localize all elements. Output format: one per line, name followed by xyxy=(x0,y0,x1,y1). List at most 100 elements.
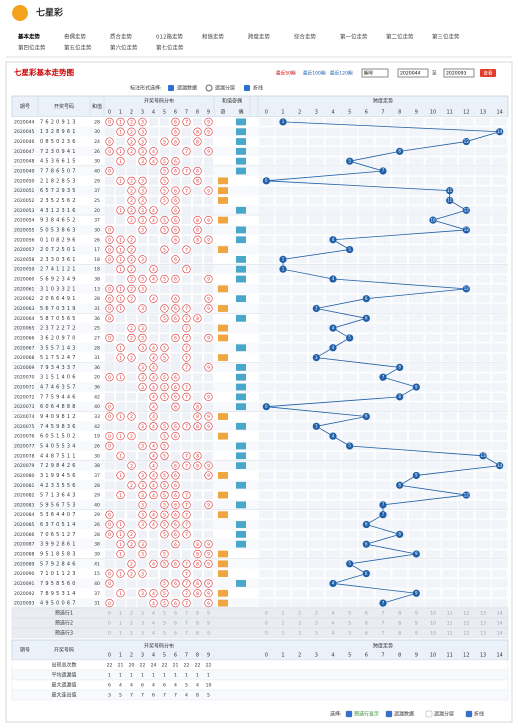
preselect-digit[interactable]: 6 xyxy=(174,631,177,637)
preselect-digit[interactable]: 7 xyxy=(185,631,188,637)
preselect-digit[interactable]: 9 xyxy=(207,631,210,637)
preselect-trend-digit[interactable]: 2 xyxy=(298,621,301,627)
preselect-digit[interactable]: 6 xyxy=(174,621,177,627)
preselect-trend-digit[interactable]: 13 xyxy=(480,621,486,627)
control-box[interactable] xyxy=(244,85,250,91)
preselect-trend-digit[interactable]: 0 xyxy=(265,611,268,617)
preselect-trend-digit[interactable]: 7 xyxy=(382,621,385,627)
nav-tab[interactable]: 第六位走势 xyxy=(110,44,138,52)
preselect-trend-digit[interactable]: 14 xyxy=(497,611,503,617)
preselect-trend-digit[interactable]: 11 xyxy=(447,631,453,637)
nav-tab[interactable]: 基本走势 xyxy=(17,33,41,41)
nav-tab[interactable]: 第七位走势 xyxy=(156,44,184,52)
preselect-trend-digit[interactable]: 3 xyxy=(315,621,318,627)
control-box[interactable] xyxy=(205,84,213,92)
preselect-trend-digit[interactable]: 9 xyxy=(415,621,418,627)
control-box[interactable] xyxy=(168,85,174,91)
footer-box[interactable] xyxy=(385,710,393,718)
preselect-trend-digit[interactable]: 2 xyxy=(298,631,301,637)
preselect-trend-digit[interactable]: 6 xyxy=(365,611,368,617)
preselect-digit[interactable]: 5 xyxy=(163,621,166,627)
nav-tab[interactable]: 质合走势 xyxy=(110,33,133,41)
preselect-digit[interactable]: 2 xyxy=(130,621,133,627)
preselect-trend-digit[interactable]: 9 xyxy=(415,631,418,637)
preselect-digit[interactable]: 0 xyxy=(108,631,111,637)
preselect-trend-digit[interactable]: 11 xyxy=(447,611,453,617)
preselect-digit[interactable]: 2 xyxy=(130,631,133,637)
preselect-trend-digit[interactable]: 14 xyxy=(497,621,503,627)
preselect-trend-digit[interactable]: 0 xyxy=(265,621,268,627)
preselect-trend-digit[interactable]: 7 xyxy=(382,631,385,637)
preselect-trend-digit[interactable]: 3 xyxy=(315,631,318,637)
range-link[interactable]: 最近50期 xyxy=(276,70,296,77)
preselect-trend-digit[interactable]: 4 xyxy=(332,611,335,617)
footer-box[interactable] xyxy=(465,710,473,718)
preselect-trend-digit[interactable]: 4 xyxy=(332,631,335,637)
from-input[interactable] xyxy=(397,68,429,78)
preselect-trend-digit[interactable]: 3 xyxy=(315,611,318,617)
nav-tab[interactable]: 第五位走势 xyxy=(64,44,92,52)
preselect-digit[interactable]: 5 xyxy=(163,611,166,617)
preselect-digit[interactable]: 9 xyxy=(207,611,210,617)
preselect-digit[interactable]: 4 xyxy=(152,621,155,627)
footer-box[interactable] xyxy=(345,710,353,718)
period-select[interactable] xyxy=(361,68,389,78)
preselect-trend-digit[interactable]: 8 xyxy=(398,611,401,617)
range-link[interactable]: 最近120期 xyxy=(330,70,353,77)
preselect-trend-digit[interactable]: 13 xyxy=(480,631,486,637)
footer-option[interactable]: 遗漏分层 xyxy=(434,711,454,718)
preselect-digit[interactable]: 8 xyxy=(196,621,199,627)
preselect-digit[interactable]: 4 xyxy=(152,611,155,617)
nav-tab[interactable]: 012路走势 xyxy=(156,33,183,41)
preselect-trend-digit[interactable]: 5 xyxy=(348,621,351,627)
nav-tab[interactable]: 第一位走势 xyxy=(340,33,368,41)
control-option[interactable]: 遗漏数据 xyxy=(177,85,197,92)
preselect-digit[interactable]: 3 xyxy=(141,621,144,627)
footer-box[interactable] xyxy=(425,710,433,718)
footer-option[interactable]: 折线 xyxy=(474,711,484,718)
preselect-trend-digit[interactable]: 10 xyxy=(430,631,436,637)
preselect-digit[interactable]: 7 xyxy=(185,611,188,617)
preselect-trend-digit[interactable]: 14 xyxy=(497,631,503,637)
preselect-digit[interactable]: 0 xyxy=(108,611,111,617)
preselect-trend-digit[interactable]: 1 xyxy=(282,611,285,617)
range-link[interactable]: 最近100期 xyxy=(303,70,326,77)
preselect-trend-digit[interactable]: 1 xyxy=(282,621,285,627)
control-option[interactable]: 遗漏分层 xyxy=(215,85,235,92)
nav-tab[interactable]: 第四位走势 xyxy=(18,44,46,52)
preselect-trend-digit[interactable]: 10 xyxy=(430,611,436,617)
preselect-digit[interactable]: 1 xyxy=(119,621,122,627)
preselect-digit[interactable]: 3 xyxy=(141,631,144,637)
nav-tab[interactable]: 跨度走势 xyxy=(248,33,271,41)
preselect-trend-digit[interactable]: 7 xyxy=(382,611,385,617)
preselect-digit[interactable]: 4 xyxy=(152,631,155,637)
preselect-trend-digit[interactable]: 8 xyxy=(398,631,401,637)
preselect-trend-digit[interactable]: 9 xyxy=(415,611,418,617)
control-option[interactable]: 折线 xyxy=(253,85,263,92)
preselect-trend-digit[interactable]: 11 xyxy=(447,621,453,627)
preselect-trend-digit[interactable]: 6 xyxy=(365,621,368,627)
nav-tab[interactable]: 第二位走势 xyxy=(386,33,414,41)
preselect-trend-digit[interactable]: 13 xyxy=(480,611,486,617)
preselect-trend-digit[interactable]: 8 xyxy=(398,621,401,627)
preselect-digit[interactable]: 3 xyxy=(141,611,144,617)
preselect-digit[interactable]: 1 xyxy=(119,631,122,637)
preselect-trend-digit[interactable]: 0 xyxy=(265,631,268,637)
nav-tab[interactable]: 第三位走势 xyxy=(432,33,460,41)
preselect-trend-digit[interactable]: 2 xyxy=(298,611,301,617)
nav-tab[interactable]: 奇偶走势 xyxy=(64,33,87,41)
preselect-trend-digit[interactable]: 4 xyxy=(332,621,335,627)
to-input[interactable] xyxy=(443,68,475,78)
preselect-digit[interactable]: 8 xyxy=(196,631,199,637)
preselect-digit[interactable]: 9 xyxy=(207,621,210,627)
preselect-digit[interactable]: 0 xyxy=(108,621,111,627)
preselect-trend-digit[interactable]: 5 xyxy=(348,611,351,617)
preselect-trend-digit[interactable]: 12 xyxy=(463,611,469,617)
footer-option[interactable]: 遗漏数据 xyxy=(394,711,414,718)
preselect-digit[interactable]: 5 xyxy=(163,631,166,637)
preselect-trend-digit[interactable]: 1 xyxy=(282,631,285,637)
preselect-trend-digit[interactable]: 12 xyxy=(463,621,469,627)
preselect-digit[interactable]: 2 xyxy=(130,611,133,617)
preselect-digit[interactable]: 8 xyxy=(196,611,199,617)
preselect-trend-digit[interactable]: 5 xyxy=(348,631,351,637)
